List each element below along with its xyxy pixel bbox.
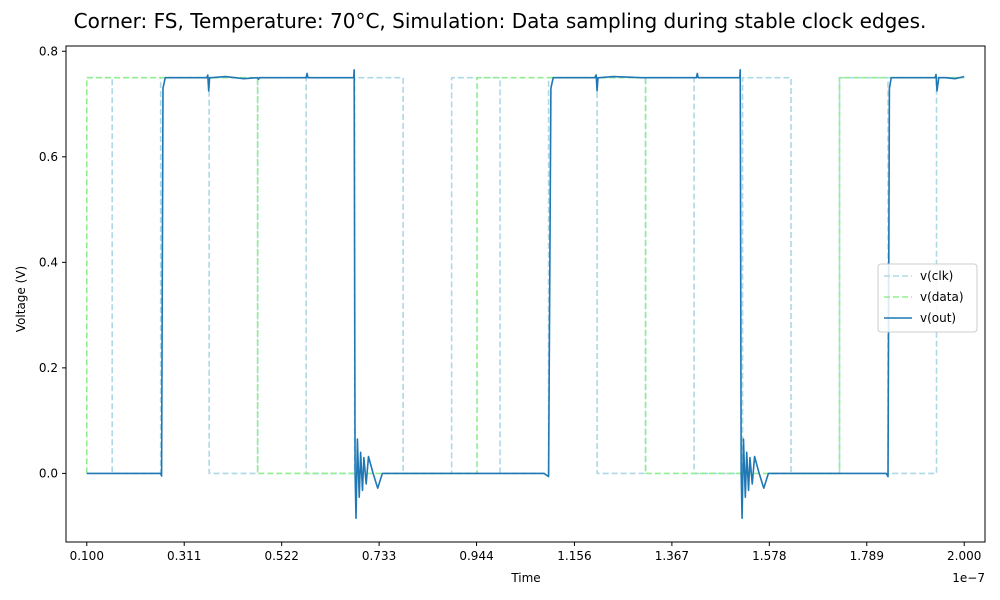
y-axis-ticks: 0.0 0.2 0.4 0.6 0.8	[39, 44, 66, 480]
x-tick-label: 2.000	[947, 549, 981, 563]
y-tick-label: 0.0	[39, 466, 58, 480]
x-tick-label: 1.578	[752, 549, 786, 563]
y-tick-label: 0.8	[39, 44, 58, 58]
legend-label: v(data)	[920, 290, 964, 304]
series-line-vout	[86, 68, 965, 520]
x-tick-label: 0.100	[70, 549, 104, 563]
series-line-vclk	[86, 76, 965, 475]
chart-title: Corner: FS, Temperature: 70°C, Simulatio…	[74, 9, 927, 33]
x-tick-label: 1.789	[850, 549, 884, 563]
plot-frame	[65, 45, 986, 543]
legend-label: v(clk)	[920, 269, 953, 283]
y-tick-label: 0.6	[39, 150, 58, 164]
x-tick-label: 0.311	[167, 549, 201, 563]
series-line-vdata	[85, 76, 965, 475]
axes	[65, 45, 986, 543]
x-tick-label: 1.367	[655, 549, 689, 563]
x-tick-label: 1.156	[557, 549, 591, 563]
x-axis-label: Time	[510, 571, 540, 585]
x-tick-label: 0.522	[264, 549, 298, 563]
legend: v(clk) v(data) v(out)	[877, 263, 978, 333]
x-axis-offset-label: 1e−7	[952, 571, 985, 585]
y-tick-label: 0.2	[39, 361, 58, 375]
x-tick-label: 0.944	[459, 549, 493, 563]
y-tick-label: 0.4	[39, 255, 58, 269]
legend-label: v(out)	[920, 311, 956, 325]
x-tick-label: 0.733	[362, 549, 396, 563]
plot-series	[85, 68, 965, 520]
x-axis-ticks: 0.100 0.311 0.522 0.733 0.944 1.156 1.367 1.578…	[70, 542, 981, 563]
legend-box	[877, 263, 978, 333]
y-axis-label: Voltage (V)	[14, 266, 28, 332]
